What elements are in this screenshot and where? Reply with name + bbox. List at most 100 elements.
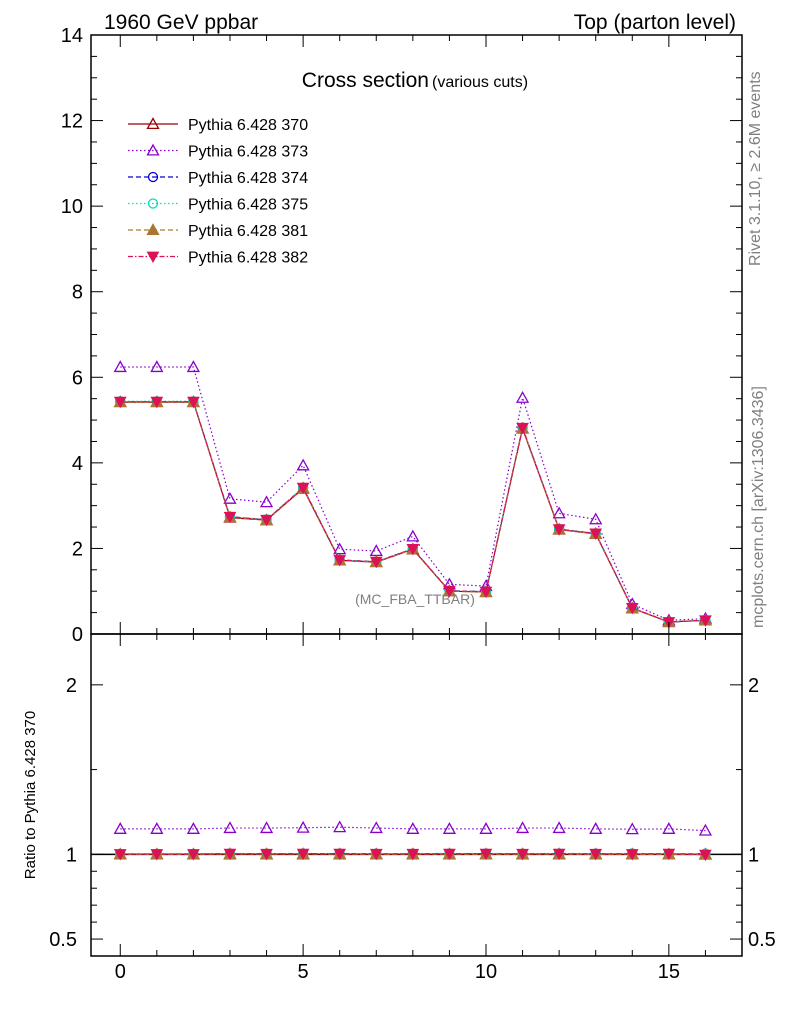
ratio-y-axis-label: Ratio to Pythia 6.428 370 <box>22 711 39 879</box>
main-series-line <box>120 401 706 623</box>
ratio-data-point <box>150 822 164 834</box>
legend-entry: Pythia 6.428 373 <box>128 144 308 161</box>
main-data-point <box>479 586 493 599</box>
x-tick-label: 0 <box>115 961 126 983</box>
main-data-point <box>552 506 566 519</box>
main-series-6 <box>113 396 712 629</box>
header-left-label: 1960 GeV ppbar <box>104 11 258 34</box>
main-data-point <box>260 514 273 527</box>
legend-marker <box>146 143 160 156</box>
main-data-point <box>150 360 164 373</box>
ratio-y-tick-label: 1 <box>66 844 77 866</box>
main-data-point <box>150 396 164 409</box>
legend-marker <box>146 251 160 264</box>
main-data-point <box>406 543 420 556</box>
main-subtitle: (various cuts) <box>432 74 528 91</box>
main-y-axis: 0 2 4 6 8 10 12 14 <box>61 25 742 646</box>
x-tick-label: 10 <box>475 961 497 983</box>
ratio-y-tick-label-right: 0.5 <box>748 929 776 951</box>
main-series-line <box>120 401 706 623</box>
ratio-y-tick-label-right: 2 <box>748 675 759 697</box>
ratio-plot-frame <box>90 633 743 957</box>
legend-label: Pythia 6.428 381 <box>188 223 308 240</box>
header-right-label: Top (parton level) <box>574 11 736 34</box>
main-data-point <box>406 529 420 542</box>
legend-entry: Pythia 6.428 381 <box>128 223 308 240</box>
main-series-line <box>120 400 706 623</box>
ratio-x-axis: 0 5 10 15 <box>115 634 706 983</box>
main-series-line <box>120 401 706 623</box>
ratio-data-point <box>296 820 310 833</box>
ratio-data-point <box>260 848 273 861</box>
ratio-data-layer <box>91 820 742 862</box>
main-y-tick-label: 10 <box>61 196 83 218</box>
ratio-data-point <box>479 848 493 861</box>
ratio-data-point <box>333 820 347 833</box>
ratio-panel: Ratio to Pythia 6.428 370 0.5 0.5 1 1 2 2 0 5 1… <box>22 633 776 983</box>
ratio-data-point <box>406 848 420 861</box>
legend-label: Pythia 6.428 374 <box>188 170 308 187</box>
ratio-data-point <box>515 821 530 834</box>
ratio-data-point <box>406 822 420 834</box>
legend-entry: Pythia 6.428 375 <box>128 197 308 214</box>
ratio-data-point <box>698 823 713 836</box>
legend-entry: Pythia 6.428 370 <box>128 117 308 134</box>
main-series-line <box>120 366 706 621</box>
ratio-data-point <box>113 849 127 861</box>
ratio-y-tick-label: 0.5 <box>49 929 77 951</box>
ratio-data-point <box>589 848 603 861</box>
main-y-tick-label: 8 <box>72 282 83 304</box>
ratio-data-point <box>589 822 603 834</box>
legend-label: Pythia 6.428 370 <box>188 117 308 134</box>
main-data-point <box>113 396 127 409</box>
main-data-point <box>516 422 529 435</box>
ratio-series-6 <box>113 848 712 862</box>
ratio-data-point <box>442 822 457 834</box>
main-x-axis <box>119 35 706 634</box>
main-y-tick-label: 2 <box>72 538 83 560</box>
main-data-layer <box>113 360 713 629</box>
ratio-series-line <box>120 853 706 856</box>
ratio-y-tick-label-right: 1 <box>748 844 759 866</box>
main-data-point <box>259 495 274 508</box>
ratio-data-point <box>443 848 456 861</box>
ratio-data-point <box>186 822 201 834</box>
legend-label: Pythia 6.428 373 <box>188 144 308 161</box>
ratio-data-point <box>662 848 676 861</box>
legend-marker <box>146 117 160 130</box>
main-data-point <box>443 585 456 598</box>
main-data-point <box>333 555 347 567</box>
ratio-series-line <box>120 826 706 832</box>
main-data-point <box>186 360 201 373</box>
ratio-data-point <box>552 821 566 834</box>
legend-label: Pythia 6.428 375 <box>188 197 308 214</box>
ratio-data-point <box>369 821 383 834</box>
main-data-point <box>296 482 310 495</box>
ratio-data-point <box>259 821 274 834</box>
main-data-point <box>187 396 200 409</box>
legend-entry: Pythia 6.428 382 <box>128 250 308 267</box>
main-y-tick-label: 12 <box>61 111 83 133</box>
ratio-data-point <box>150 849 164 861</box>
ratio-data-point <box>625 822 639 835</box>
legend-label: Pythia 6.428 382 <box>188 250 308 267</box>
x-tick-label: 5 <box>298 961 309 983</box>
main-data-point <box>589 528 603 540</box>
main-data-point <box>552 524 566 536</box>
legend-marker <box>146 223 160 236</box>
main-series-line <box>120 401 706 623</box>
ratio-data-point <box>333 848 347 861</box>
ratio-data-point <box>479 822 493 834</box>
ratio-data-point <box>369 848 383 861</box>
ratio-data-point <box>296 848 310 861</box>
main-data-point <box>625 603 639 615</box>
main-data-point <box>223 491 237 504</box>
main-data-point <box>699 615 712 627</box>
legend-entry: Pythia 6.428 374 <box>128 170 308 187</box>
ratio-data-point <box>113 822 127 834</box>
rivet-version-label: Rivet 3.1.10, ≥ 2.6M events <box>747 71 764 266</box>
main-y-tick-label: 14 <box>61 25 83 47</box>
legend-marker <box>147 171 159 183</box>
main-data-point <box>369 556 383 569</box>
main-data-point <box>515 390 530 403</box>
